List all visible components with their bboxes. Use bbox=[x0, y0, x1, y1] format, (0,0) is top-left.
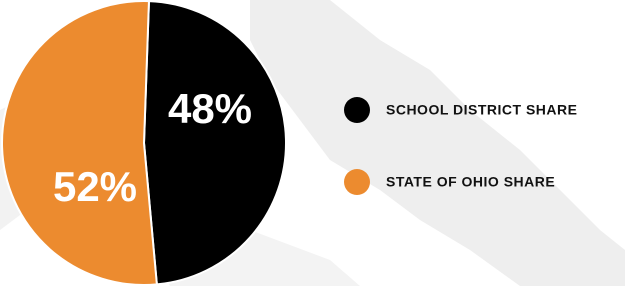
pie: 48% 52% bbox=[2, 1, 286, 285]
legend-label: STATE OF OHIO SHARE bbox=[386, 174, 555, 190]
legend-swatch bbox=[344, 169, 370, 195]
data-label: 52% bbox=[53, 163, 137, 210]
legend-swatch bbox=[344, 97, 370, 123]
data-label: 48% bbox=[168, 85, 252, 132]
legend-label: SCHOOL DISTRICT SHARE bbox=[386, 102, 577, 118]
pie-slice bbox=[2, 1, 157, 285]
chart: 48% 52% SCHOOL DISTRICT SHARE STATE OF OHI… bbox=[0, 0, 625, 286]
